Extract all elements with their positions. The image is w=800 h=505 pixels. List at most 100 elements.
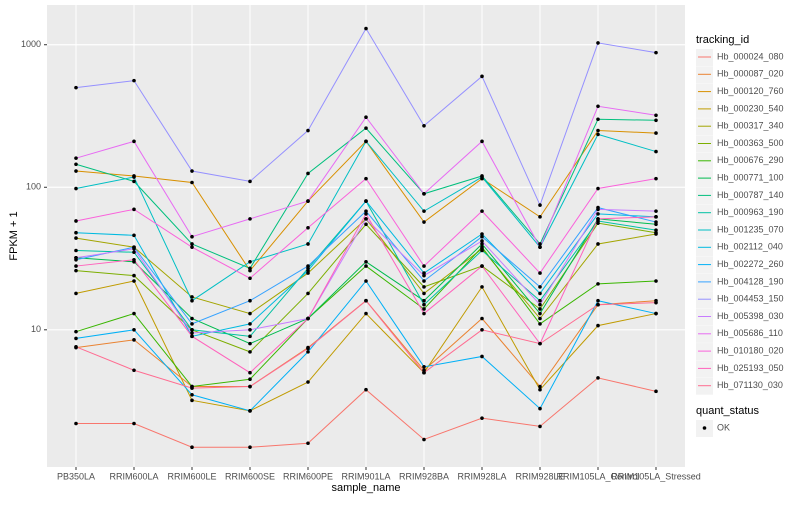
data-point	[480, 139, 484, 144]
data-point	[306, 380, 310, 384]
legend-label: Hb_004128_190	[717, 276, 784, 286]
data-point	[538, 387, 542, 392]
data-point	[364, 259, 368, 264]
data-point	[654, 113, 658, 118]
legend-label: Hb_002112_040	[717, 242, 783, 252]
data-point	[654, 131, 658, 135]
data-point	[132, 311, 136, 316]
data-point	[596, 323, 600, 328]
data-point	[132, 179, 136, 184]
data-point	[654, 220, 658, 224]
data-point	[422, 264, 426, 268]
data-point	[74, 264, 78, 268]
legend-label: Hb_025193_050	[717, 363, 784, 373]
data-point	[190, 169, 194, 173]
data-point	[248, 179, 252, 184]
data-point	[190, 242, 194, 246]
legend-label: Hb_000363_500	[717, 138, 784, 148]
data-point	[248, 409, 252, 413]
data-point	[422, 291, 426, 296]
data-point	[596, 104, 600, 109]
data-point	[132, 368, 136, 373]
data-point	[132, 233, 136, 238]
data-point	[596, 217, 600, 221]
data-point	[596, 117, 600, 122]
data-point	[74, 230, 78, 235]
data-point	[422, 311, 426, 316]
data-point	[480, 245, 484, 249]
data-point	[422, 123, 426, 128]
data-point	[654, 311, 658, 316]
data-point	[132, 78, 136, 83]
data-point	[538, 291, 542, 296]
data-point	[74, 421, 78, 426]
data-point	[306, 441, 310, 446]
data-point	[190, 295, 194, 299]
data-point	[74, 156, 78, 160]
legend-label: Hb_001235_070	[717, 224, 784, 234]
data-point	[306, 291, 310, 296]
data-point	[74, 236, 78, 240]
data-point	[306, 171, 310, 176]
data-point	[480, 209, 484, 213]
data-point	[422, 437, 426, 442]
data-point	[74, 291, 78, 296]
data-point	[480, 234, 484, 239]
legend-label: Hb_010180_020	[717, 345, 784, 355]
data-point	[306, 242, 310, 246]
data-point	[480, 416, 484, 420]
data-point	[596, 212, 600, 216]
legend-label: Hb_005398_030	[717, 311, 784, 321]
data-point	[248, 334, 252, 339]
data-point	[422, 279, 426, 283]
data-point	[596, 128, 600, 133]
data-point	[480, 242, 484, 246]
data-point	[538, 311, 542, 316]
data-point	[74, 162, 78, 167]
data-point	[480, 239, 484, 243]
data-point	[422, 191, 426, 196]
data-point	[422, 307, 426, 311]
data-point	[654, 230, 658, 235]
data-point	[596, 207, 600, 212]
data-point	[190, 328, 194, 332]
data-point	[364, 222, 368, 227]
data-point	[132, 279, 136, 283]
legend-label: Hb_000676_290	[717, 155, 784, 165]
legend-title: tracking_id	[696, 34, 749, 46]
data-point	[248, 328, 252, 332]
data-point	[480, 285, 484, 289]
data-point	[422, 220, 426, 224]
x-axis-title: sample_name	[331, 482, 400, 494]
data-point	[364, 311, 368, 316]
data-point	[654, 149, 658, 154]
data-point	[654, 300, 658, 305]
data-point	[248, 276, 252, 281]
data-point	[364, 139, 368, 144]
data-point	[422, 271, 426, 275]
data-point	[190, 386, 194, 390]
legend-title: quant_status	[696, 405, 759, 417]
data-point	[422, 298, 426, 303]
data-point	[480, 74, 484, 79]
data-point	[654, 176, 658, 181]
y-tick-label: 100	[26, 182, 41, 192]
data-point	[654, 209, 658, 213]
data-point	[654, 389, 658, 394]
data-point	[248, 370, 252, 375]
data-point	[364, 212, 368, 216]
x-tick-label: RRIM901LA	[341, 471, 390, 481]
x-tick-label: RRIM105LA_Stressed	[611, 471, 701, 481]
data-point	[364, 209, 368, 213]
data-point	[538, 271, 542, 275]
data-point	[480, 328, 484, 332]
data-point	[480, 264, 484, 268]
data-point	[364, 126, 368, 130]
data-point	[480, 354, 484, 359]
data-point	[132, 421, 136, 426]
data-point	[132, 175, 136, 179]
legend-point	[702, 426, 707, 430]
data-point	[74, 186, 78, 191]
data-point	[364, 115, 368, 120]
